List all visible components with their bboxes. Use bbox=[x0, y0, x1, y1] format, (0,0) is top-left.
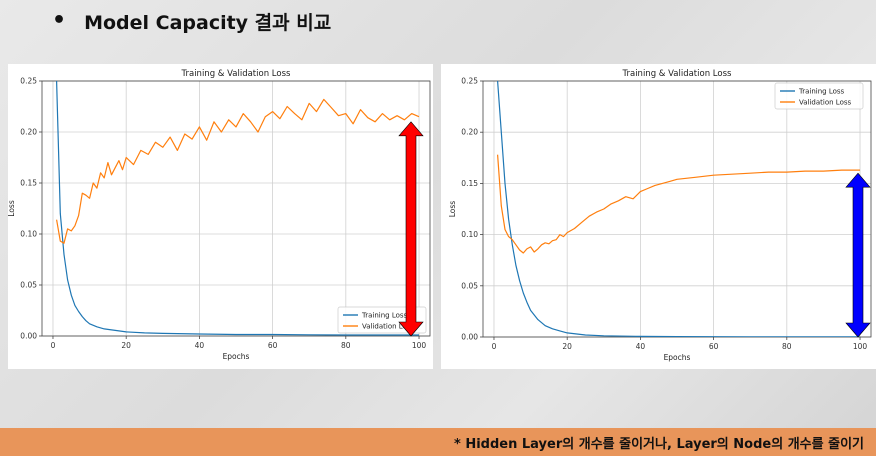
y-tick-label: 0.25 bbox=[461, 77, 478, 86]
double-arrow-annotation bbox=[398, 121, 424, 337]
y-axis-label: Loss bbox=[448, 201, 457, 218]
x-tick-label: 40 bbox=[195, 341, 205, 350]
x-tick-label: 0 bbox=[492, 342, 497, 351]
y-tick-label: 0.20 bbox=[20, 128, 37, 137]
y-axis-label: Loss bbox=[8, 200, 16, 217]
slide-title: • Model Capacity 결과 비교 bbox=[52, 6, 331, 36]
legend-label: Training Loss bbox=[361, 312, 408, 320]
chart-left-svg: 0 20 40 60 80 100 0.00 0.05 0.10 0.15 0.20 0.25 Trai… bbox=[8, 69, 431, 361]
legend-label: Validation Loss bbox=[799, 99, 851, 107]
y-tick-label: 0.25 bbox=[20, 77, 37, 86]
bullet-icon: • bbox=[52, 8, 67, 33]
x-tick-label: 100 bbox=[412, 341, 427, 350]
slide-title-text: Model Capacity 결과 비교 bbox=[84, 11, 332, 34]
x-tick-label: 20 bbox=[121, 341, 131, 350]
x-tick-label: 80 bbox=[341, 341, 351, 350]
x-tick-label: 100 bbox=[853, 342, 868, 351]
y-tick-label: 0.20 bbox=[461, 128, 478, 137]
legend: Training Loss Validation Loss bbox=[774, 82, 864, 110]
y-tick-label: 0.00 bbox=[461, 333, 478, 342]
x-axis-label: Epochs bbox=[223, 352, 250, 361]
plot-frame bbox=[41, 80, 431, 337]
x-tick-label: 40 bbox=[636, 342, 646, 351]
validation-loss-line bbox=[56, 98, 420, 244]
footer-text: * Hidden Layer의 개수를 줄이거나, Layer의 Node의 개… bbox=[454, 436, 864, 452]
legend-label: Validation Loss bbox=[362, 323, 414, 331]
x-axis-label: Epochs bbox=[664, 353, 691, 362]
y-tick-label: 0.10 bbox=[461, 230, 478, 239]
chart-left: 0 20 40 60 80 100 0.00 0.05 0.10 0.15 0.20 0.25 Trai… bbox=[8, 64, 433, 369]
x-tick-label: 0 bbox=[51, 341, 56, 350]
validation-loss-line bbox=[497, 154, 860, 254]
y-tick-label: 0.10 bbox=[20, 230, 37, 239]
x-tick-label: 60 bbox=[709, 342, 719, 351]
x-tick-label: 80 bbox=[782, 342, 792, 351]
plot-frame bbox=[482, 80, 872, 338]
chart-right: 0 20 40 60 80 100 0.00 0.05 0.10 0.15 0.20 0.25 Trai… bbox=[441, 64, 876, 369]
y-tick-label: 0.05 bbox=[20, 281, 37, 290]
y-tick-label: 0.05 bbox=[461, 281, 478, 290]
x-tick-label: 60 bbox=[268, 341, 278, 350]
footer-banner: * Hidden Layer의 개수를 줄이거나, Layer의 Node의 개… bbox=[0, 428, 876, 456]
x-tick-label: 20 bbox=[562, 342, 572, 351]
training-loss-line bbox=[497, 81, 860, 337]
y-tick-label: 0.15 bbox=[461, 179, 478, 188]
double-arrow-annotation bbox=[845, 172, 871, 338]
y-tick-label: 0.15 bbox=[20, 179, 37, 188]
legend-label: Training Loss bbox=[798, 88, 845, 96]
chart-title: Training & Validation Loss bbox=[181, 69, 291, 79]
chart-right-svg: 0 20 40 60 80 100 0.00 0.05 0.10 0.15 0.20 0.25 Trai… bbox=[448, 69, 872, 362]
legend-box bbox=[774, 82, 864, 110]
y-tick-label: 0.00 bbox=[20, 332, 37, 341]
training-loss-line bbox=[56, 81, 419, 336]
chart-title: Training & Validation Loss bbox=[622, 69, 732, 79]
